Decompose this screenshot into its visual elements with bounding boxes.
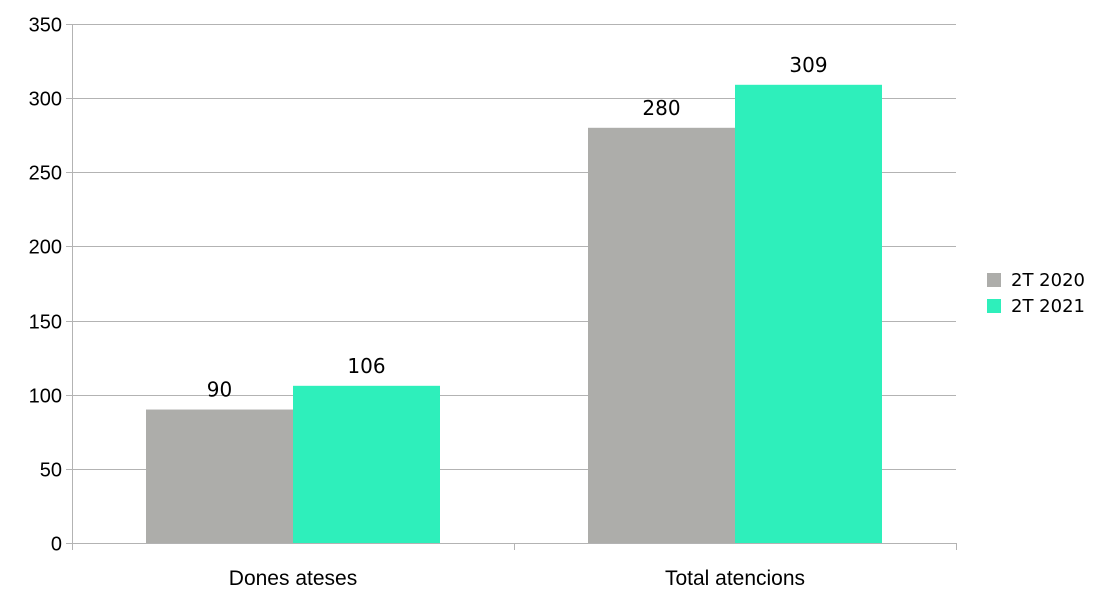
legend-swatch — [987, 273, 1001, 287]
data-label: 280 — [642, 96, 680, 120]
bars — [146, 84, 882, 544]
y-tick-label: 200 — [29, 237, 62, 259]
bar-2t-2020-total-atencions — [588, 127, 735, 544]
y-tick-label: 50 — [40, 460, 62, 482]
x-category-label: Dones ateses — [229, 567, 357, 589]
x-category-label: Total atencions — [665, 567, 805, 589]
y-tick-label: 150 — [29, 312, 62, 334]
axes — [66, 24, 957, 550]
bar-2t-2020-dones-ateses — [146, 409, 293, 543]
legend-label: 2T 2021 — [1011, 296, 1085, 317]
legend-label: 2T 2020 — [1011, 270, 1085, 291]
data-label: 106 — [347, 354, 385, 378]
y-tick-label: 0 — [51, 534, 62, 556]
labels: 0 50 100 150 200 250 300 350 90 106 Dones ateses 28… — [29, 15, 828, 589]
data-label: 309 — [789, 53, 827, 77]
y-tick-label: 350 — [29, 15, 62, 37]
bar-2t-2021-dones-ateses — [293, 385, 440, 543]
legend: 2T 2020 2T 2021 — [987, 270, 1085, 317]
y-tick-label: 100 — [29, 386, 62, 408]
y-tick-label: 250 — [29, 163, 62, 185]
legend-swatch — [987, 299, 1001, 313]
data-label: 90 — [207, 378, 232, 402]
bar-2t-2021-total-atencions — [735, 84, 882, 543]
gridlines — [72, 24, 956, 470]
y-tick-label: 300 — [29, 89, 62, 111]
